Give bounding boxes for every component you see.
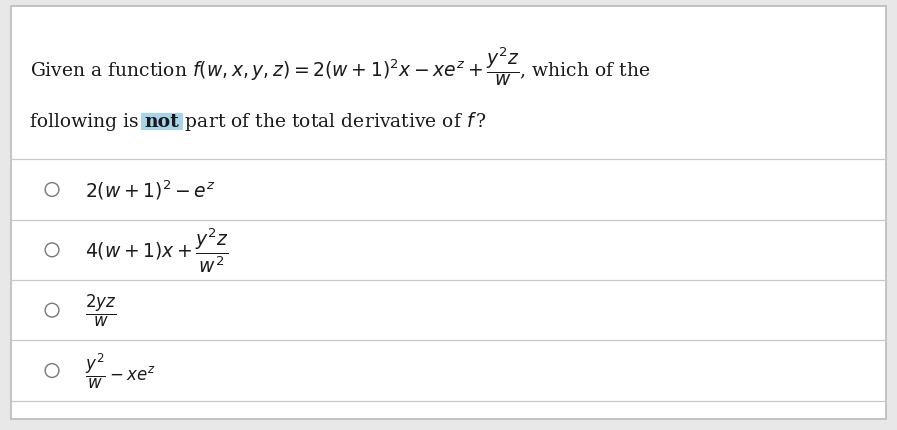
Text: $\dfrac{2yz}{w}$: $\dfrac{2yz}{w}$ <box>85 292 117 329</box>
Text: $2(w+1)^2 - e^z$: $2(w+1)^2 - e^z$ <box>85 178 215 202</box>
Text: following is: following is <box>30 112 144 130</box>
Text: $4(w+1)x + \dfrac{y^2 z}{w^2}$: $4(w+1)x + \dfrac{y^2 z}{w^2}$ <box>85 226 230 275</box>
FancyBboxPatch shape <box>11 7 886 419</box>
Text: part of the total derivative of $f\,$?: part of the total derivative of $f\,$? <box>179 110 487 133</box>
Text: not: not <box>144 112 179 130</box>
FancyBboxPatch shape <box>141 114 183 131</box>
Text: Given a function $f(w, x, y, z) = 2(w+1)^2 x - xe^z + \dfrac{y^2 z}{w}$, which o: Given a function $f(w, x, y, z) = 2(w+1)… <box>30 46 650 88</box>
Text: $\dfrac{y^2}{w} - xe^z$: $\dfrac{y^2}{w} - xe^z$ <box>85 351 156 390</box>
